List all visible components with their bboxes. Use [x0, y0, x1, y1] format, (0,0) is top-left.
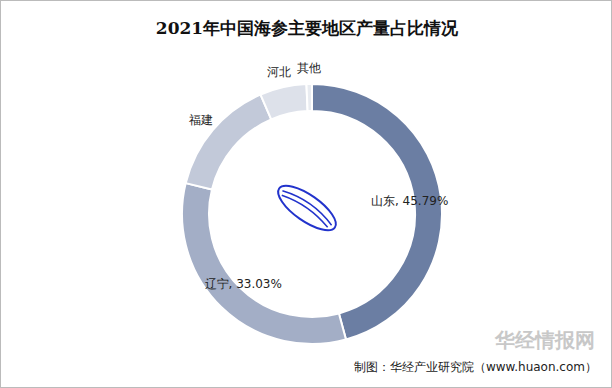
svg-text:其他: 其他 [297, 61, 321, 75]
html-text:制图：华经产业研究院（www.huaon.com）: 制图：华经产业研究院（www.huaon.com） [353, 360, 597, 374]
svg-text:辽宁, 33.03%: 辽宁, 33.03% [205, 277, 282, 291]
svg-text:河北: 河北 [267, 65, 291, 79]
html-text:2021年中国海参主要地区产量占比情况: 2021年中国海参主要地区产量占比情况 [155, 18, 459, 38]
svg-text:福建: 福建 [189, 113, 213, 127]
html-text:华经情报网: 华经情报网 [495, 328, 595, 352]
svg-text:山东, 45.79%: 山东, 45.79% [371, 194, 448, 208]
